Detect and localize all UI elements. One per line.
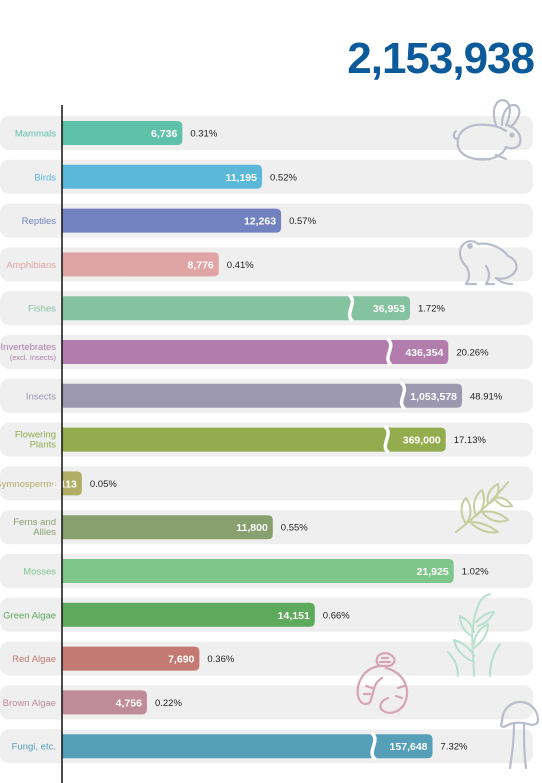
mushroom-icon [500, 700, 540, 770]
bar [62, 734, 433, 759]
bar [62, 602, 315, 627]
bar [62, 427, 446, 452]
bar-value-label: 369,000 [403, 435, 441, 447]
bar-row: Flowering Plants 369,000 17.13% [0, 422, 533, 457]
bar-row: Birds 11,195 0.52% [0, 159, 533, 194]
percent-label: 0.66% [323, 610, 350, 621]
percent-label: 0.05% [90, 479, 117, 490]
seaweed-icon [447, 593, 501, 677]
bar [62, 646, 200, 671]
category-label: Mosses [23, 567, 56, 578]
bar [62, 515, 273, 540]
percent-label: 17.13% [454, 435, 487, 446]
bar [62, 690, 147, 715]
bar-row: Fungi, etc. 157,648 7.32% [0, 729, 533, 764]
bar [62, 208, 282, 233]
category-label: Reptiles [22, 216, 57, 227]
category-label: Gymnosperms [0, 479, 56, 490]
bar [62, 471, 82, 496]
category-label: Ferns and Allies [13, 517, 56, 538]
row-background [0, 466, 533, 501]
bar [62, 164, 262, 189]
axis-break-mark [399, 381, 407, 411]
bar-row: Brown Algae 4,756 0.22% [0, 685, 533, 720]
bar [62, 340, 449, 364]
bar-value-label: 4,756 [116, 697, 142, 709]
category-label: Green Algae [3, 610, 56, 621]
percent-label: 48.91% [470, 391, 503, 402]
bar [62, 559, 454, 583]
bar-row: Mammals 6,736 0.31% [0, 116, 533, 150]
bar-value-label: 12,263 [244, 216, 276, 228]
bar-row: Insects 1,053,578 48.91% [0, 378, 533, 413]
bar-value-label: 8,776 [188, 259, 214, 271]
bar-value-label: 11,195 [225, 172, 257, 184]
bar-row: Amphibians 8,776 0.41% [0, 247, 533, 282]
frog-icon [458, 240, 518, 286]
bar-row: Invertebrates (excl. Insects) 436,354 20.26… [0, 335, 533, 369]
axis-break-mark [370, 731, 377, 761]
category-label: Invertebrates (excl. Insects) [1, 342, 57, 362]
bar [62, 121, 183, 145]
category-label: Red Algae [12, 654, 56, 665]
total-species-count: 2,153,938 [347, 34, 535, 83]
bar-value-label: 14,151 [278, 610, 310, 622]
bar-value-label: 7,690 [168, 654, 194, 666]
bar-row: Green Algae 14,151 0.66% [0, 597, 533, 632]
percent-label: 7.32% [441, 742, 468, 753]
category-label: Fishes [28, 304, 56, 315]
percent-label: 0.31% [190, 129, 217, 140]
percent-label: 0.22% [155, 698, 182, 709]
percent-label: 0.57% [289, 216, 316, 227]
bar-value-label: 436,354 [405, 347, 443, 359]
bar-value-label: 11,800 [236, 522, 268, 534]
category-label: Mammals [15, 129, 56, 140]
bar-value-label: 6,736 [151, 128, 177, 140]
leaf-icon [455, 481, 513, 534]
percent-label: 20.26% [456, 348, 489, 359]
bar-row: Reptiles 12,263 0.57% [0, 203, 533, 238]
axis-break-mark [386, 337, 393, 367]
rabbit-icon [452, 99, 522, 161]
percent-label: 0.41% [227, 260, 254, 271]
category-label: Amphibians [6, 260, 56, 271]
kelp-icon [356, 652, 409, 714]
category-label: Fungi, etc. [12, 742, 56, 753]
percent-label: 0.52% [270, 172, 297, 183]
bar-value-label: 1,113 [51, 478, 77, 490]
percent-label: 0.36% [207, 654, 234, 665]
bar-row: Red Algae 7,690 0.36% [0, 641, 533, 676]
category-label: Birds [34, 172, 56, 183]
bar-value-label: 36,953 [373, 303, 405, 315]
bar [62, 252, 219, 277]
percent-label: 0.55% [281, 523, 308, 534]
category-label: Insects [26, 391, 56, 402]
bar-value-label: 157,648 [390, 741, 428, 753]
category-label: Brown Algae [3, 698, 56, 709]
axis-break-mark [383, 425, 390, 455]
bar [62, 296, 410, 321]
percent-label: 1.02% [462, 567, 489, 578]
axis-break-mark [347, 293, 355, 323]
bar-value-label: 1,053,578 [410, 391, 457, 403]
bar-row: Ferns and Allies 11,800 0.55% [0, 510, 533, 545]
bar-value-label: 21,925 [417, 566, 449, 578]
bar [62, 383, 462, 408]
category-label: Flowering Plants [15, 430, 56, 451]
percent-label: 1.72% [418, 304, 445, 315]
bar-row: Mosses 21,925 1.02% [0, 554, 533, 588]
bar-row: Fishes 36,953 1.72% [0, 291, 533, 326]
